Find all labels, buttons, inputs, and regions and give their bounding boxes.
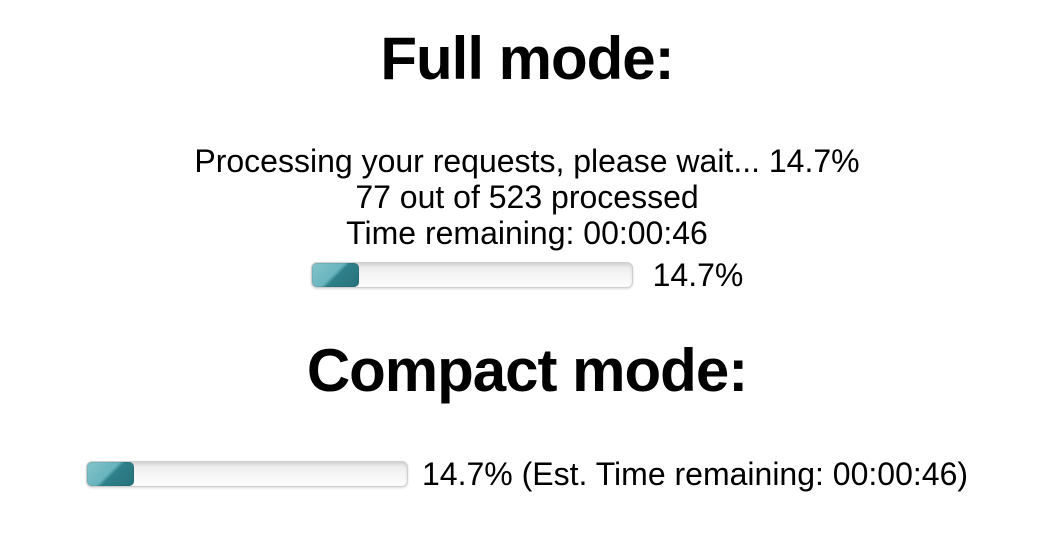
compact-mode-heading: Compact mode: — [306, 337, 748, 404]
compact-mode-progress-fill — [86, 462, 134, 486]
full-mode-progressbar — [310, 262, 633, 288]
status-line-time-remaining: Time remaining: 00:00:46 — [346, 215, 708, 251]
full-mode-progress-row: 14.7% — [0, 257, 1054, 293]
full-mode-status: Processing your requests, please wait...… — [0, 143, 1054, 251]
full-mode-progress-label: 14.7% — [652, 257, 744, 293]
compact-mode-progress-row: 14.7% (Est. Time remaining: 00:00:46) — [0, 456, 1054, 492]
full-mode-progress-fill — [311, 263, 359, 287]
compact-mode-progressbar — [85, 461, 408, 487]
full-mode-heading: Full mode: — [380, 25, 674, 92]
compact-mode-progress-label: 14.7% (Est. Time remaining: 00:00:46) — [421, 456, 969, 492]
status-line-count: 77 out of 523 processed — [355, 179, 699, 215]
status-line-processing: Processing your requests, please wait...… — [194, 143, 860, 179]
